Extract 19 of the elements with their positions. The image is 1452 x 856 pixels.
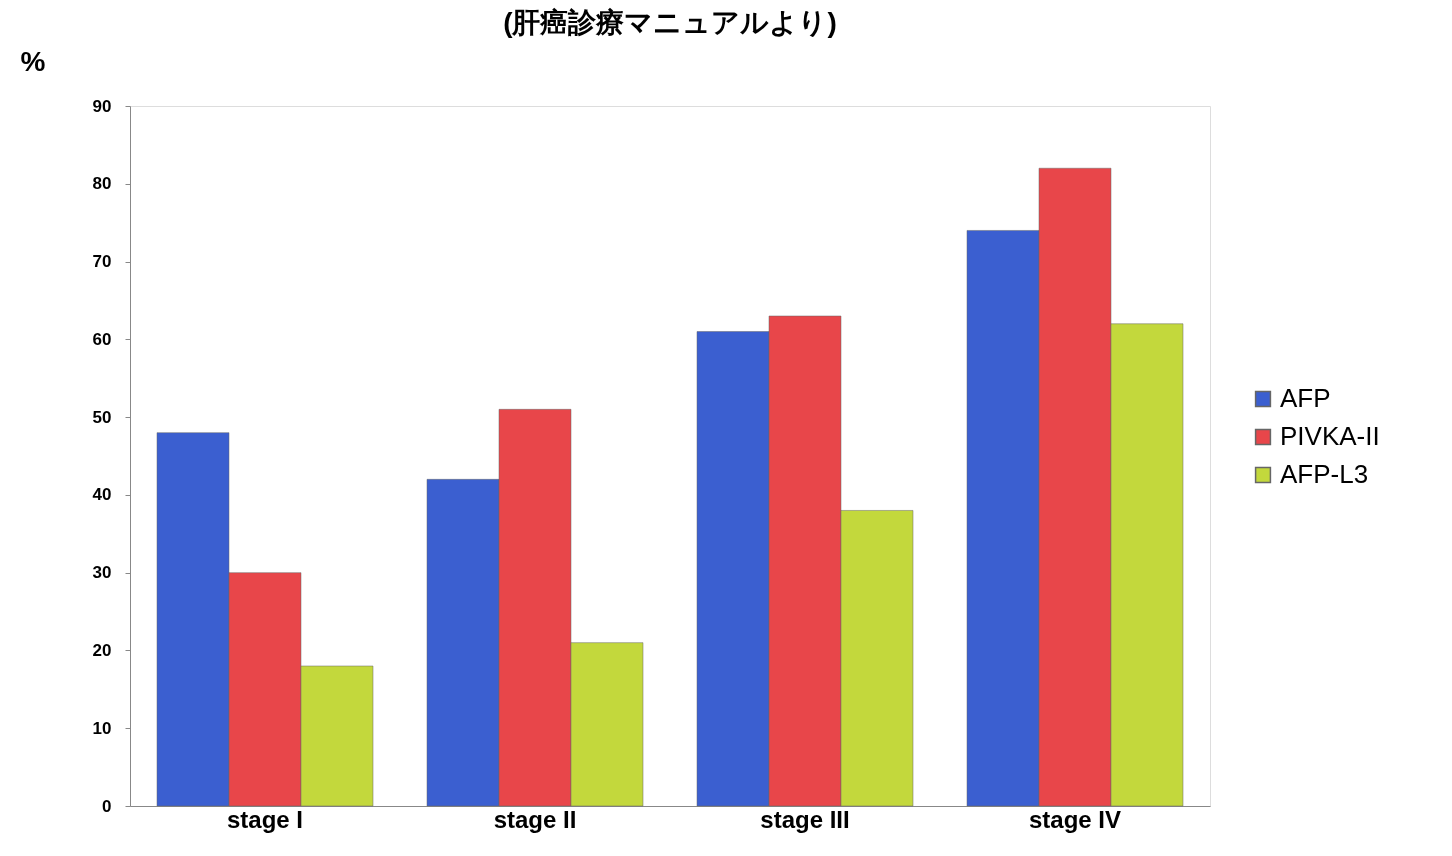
legend-label: AFP <box>1280 383 1331 413</box>
y-tick-label: 60 <box>92 329 112 349</box>
chart-title: (肝癌診療マニュアルより) <box>503 7 837 38</box>
y-tick-label: 70 <box>92 252 112 272</box>
legend-label: AFP-L3 <box>1280 459 1369 489</box>
y-axis-title: % <box>20 45 46 77</box>
y-tick-label: 0 <box>102 796 112 816</box>
y-tick-label: 10 <box>92 718 112 738</box>
x-tick-label: stage IV <box>1028 805 1122 833</box>
x-tick-label: stage II <box>493 805 577 833</box>
y-tick-label: 90 <box>92 96 112 116</box>
x-tick-label: stage III <box>760 805 850 833</box>
y-tick-label: 20 <box>92 640 112 660</box>
y-tick-label: 40 <box>92 485 112 505</box>
y-tick-label: 80 <box>92 174 112 194</box>
legend-label: PIVKA-II <box>1280 421 1380 451</box>
x-tick-label: stage I <box>226 805 304 833</box>
y-tick-label: 50 <box>92 407 112 427</box>
y-tick-label: 30 <box>92 563 112 583</box>
